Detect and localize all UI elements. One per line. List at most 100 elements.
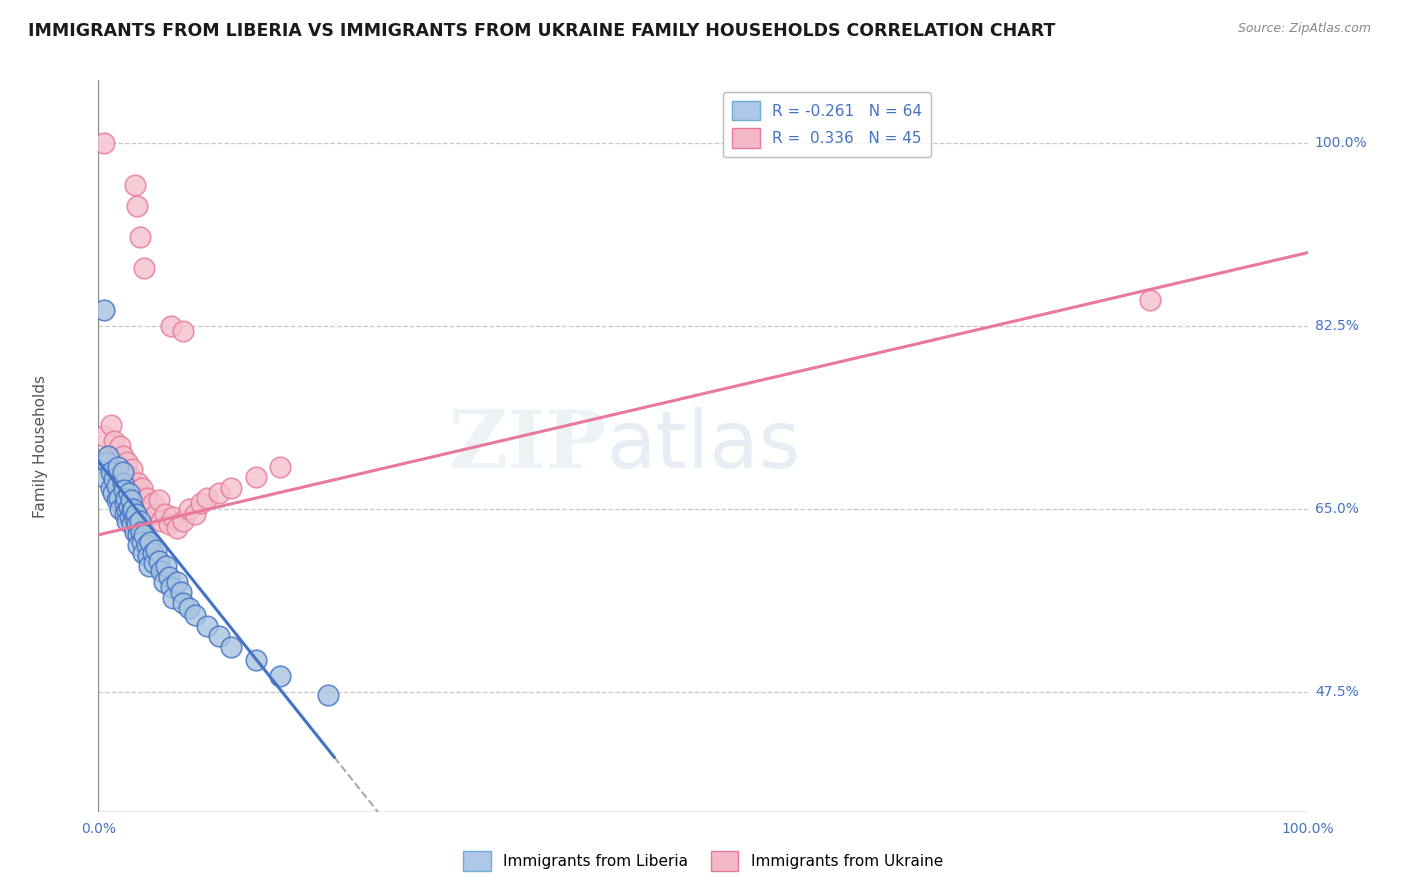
Point <box>93 136 115 150</box>
Text: 100.0%: 100.0% <box>1281 822 1334 836</box>
Text: ZIP: ZIP <box>450 407 606 485</box>
Point <box>110 470 132 484</box>
Point <box>316 688 339 702</box>
Point <box>134 500 156 514</box>
Point <box>103 472 125 486</box>
Point <box>179 601 201 615</box>
Point <box>121 517 143 532</box>
Point <box>172 514 194 528</box>
Point <box>125 507 148 521</box>
Text: IMMIGRANTS FROM LIBERIA VS IMMIGRANTS FROM UKRAINE FAMILY HOUSEHOLDS CORRELATION: IMMIGRANTS FROM LIBERIA VS IMMIGRANTS FR… <box>28 22 1056 40</box>
Point <box>124 512 146 526</box>
Point <box>208 629 231 643</box>
Point <box>120 493 142 508</box>
Point <box>142 545 165 559</box>
Point <box>1139 293 1161 307</box>
Point <box>148 493 170 508</box>
Point <box>195 618 218 632</box>
Point <box>93 428 115 442</box>
Point <box>179 501 201 516</box>
Point <box>114 465 136 479</box>
Point <box>108 501 131 516</box>
Point <box>127 483 149 497</box>
Point <box>150 514 173 528</box>
Point <box>118 510 141 524</box>
Point <box>122 501 145 516</box>
Point <box>245 470 267 484</box>
Point <box>138 559 160 574</box>
Text: Family Households: Family Households <box>32 375 48 517</box>
Point <box>111 475 134 490</box>
Point <box>134 528 156 542</box>
Point <box>117 455 139 469</box>
Point <box>195 491 218 506</box>
Point <box>127 475 149 490</box>
Point <box>128 230 150 244</box>
Point <box>100 465 122 479</box>
Point <box>160 318 183 333</box>
Point <box>184 608 207 623</box>
Text: 65.0%: 65.0% <box>1315 501 1358 516</box>
Point <box>121 504 143 518</box>
Point <box>97 450 120 464</box>
Point <box>190 496 212 510</box>
Point <box>157 569 180 583</box>
Point <box>96 455 118 469</box>
Point <box>127 538 149 552</box>
Point <box>101 486 124 500</box>
Point <box>112 483 135 497</box>
Text: 47.5%: 47.5% <box>1315 684 1358 698</box>
Point <box>108 491 131 506</box>
Point <box>145 543 167 558</box>
Point <box>111 465 134 479</box>
Point <box>121 462 143 476</box>
Point <box>172 596 194 610</box>
Point <box>124 178 146 192</box>
Point <box>97 450 120 464</box>
Point <box>118 486 141 500</box>
Point <box>134 261 156 276</box>
Point <box>128 514 150 528</box>
Point <box>166 520 188 534</box>
Point <box>107 481 129 495</box>
Point <box>135 491 157 506</box>
Point <box>166 574 188 589</box>
Point <box>111 450 134 464</box>
Point <box>143 556 166 570</box>
Point <box>157 517 180 532</box>
Legend: R = -0.261   N = 64, R =  0.336   N = 45: R = -0.261 N = 64, R = 0.336 N = 45 <box>723 92 931 157</box>
Point <box>160 580 183 594</box>
Point <box>145 507 167 521</box>
Point <box>129 491 152 506</box>
Point <box>129 524 152 539</box>
Point <box>118 470 141 484</box>
Point <box>142 496 165 510</box>
Point <box>172 324 194 338</box>
Point <box>115 475 138 490</box>
Point <box>101 465 124 479</box>
Point <box>208 486 231 500</box>
Point <box>114 496 136 510</box>
Point <box>184 507 207 521</box>
Point <box>127 517 149 532</box>
Point <box>105 479 128 493</box>
Point <box>155 559 177 574</box>
Point <box>115 491 138 506</box>
Point <box>269 459 291 474</box>
Text: Source: ZipAtlas.com: Source: ZipAtlas.com <box>1237 22 1371 36</box>
Point <box>100 481 122 495</box>
Point <box>221 481 243 495</box>
Point <box>117 504 139 518</box>
Point <box>152 574 174 589</box>
Point <box>108 439 131 453</box>
Point <box>105 493 128 508</box>
Point <box>135 538 157 552</box>
Point <box>100 418 122 433</box>
Point <box>153 507 176 521</box>
Point <box>118 500 141 514</box>
Point <box>138 504 160 518</box>
Point <box>148 554 170 568</box>
Point <box>127 199 149 213</box>
Point <box>169 585 191 599</box>
Point <box>118 486 141 500</box>
